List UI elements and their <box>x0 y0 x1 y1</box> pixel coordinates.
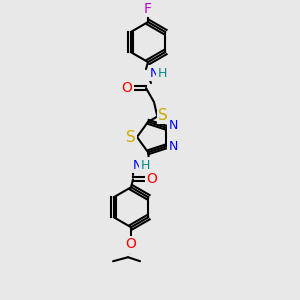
Text: O: O <box>126 237 136 251</box>
Text: F: F <box>144 2 152 16</box>
Text: S: S <box>126 130 136 145</box>
Text: O: O <box>147 172 158 186</box>
Text: S: S <box>158 107 168 122</box>
Text: N: N <box>168 119 178 132</box>
Text: O: O <box>122 81 132 95</box>
Text: N: N <box>168 140 178 153</box>
Text: H: H <box>157 67 167 80</box>
Text: H: H <box>140 159 150 172</box>
Text: N: N <box>132 159 142 172</box>
Text: N: N <box>149 67 159 80</box>
